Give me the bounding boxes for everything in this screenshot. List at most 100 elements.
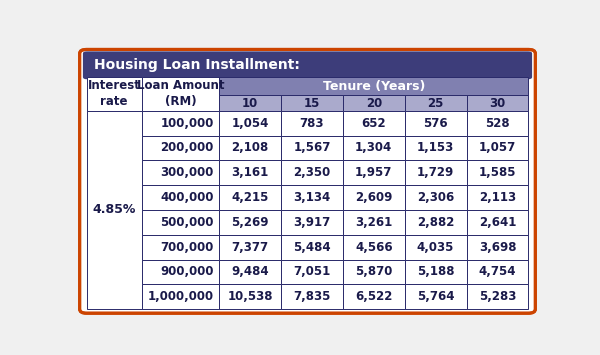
- Text: 2,350: 2,350: [293, 166, 331, 179]
- Text: 5,188: 5,188: [417, 266, 454, 278]
- Bar: [343, 185, 405, 210]
- Text: 4.85%: 4.85%: [92, 203, 136, 217]
- Text: 15: 15: [304, 97, 320, 110]
- Text: 2,882: 2,882: [417, 216, 454, 229]
- Text: 10: 10: [242, 97, 258, 110]
- Bar: [405, 185, 467, 210]
- FancyBboxPatch shape: [80, 49, 535, 313]
- Text: 3,698: 3,698: [479, 241, 516, 253]
- Bar: [405, 111, 467, 136]
- Text: Housing Loan Installment:: Housing Loan Installment:: [94, 58, 299, 72]
- Bar: [142, 284, 219, 309]
- Bar: [343, 136, 405, 160]
- Bar: [467, 235, 529, 260]
- Bar: [142, 160, 219, 185]
- Text: 2,306: 2,306: [417, 191, 454, 204]
- Text: 4,215: 4,215: [232, 191, 269, 204]
- Bar: [467, 260, 529, 284]
- Text: 200,000: 200,000: [160, 142, 214, 154]
- Bar: [219, 160, 281, 185]
- Bar: [343, 95, 405, 111]
- Text: 576: 576: [424, 117, 448, 130]
- Bar: [219, 185, 281, 210]
- Bar: [405, 235, 467, 260]
- Bar: [467, 284, 529, 309]
- Text: 5,283: 5,283: [479, 290, 516, 303]
- Bar: [86, 111, 142, 309]
- Bar: [142, 185, 219, 210]
- Text: Interest
rate: Interest rate: [88, 80, 140, 108]
- FancyBboxPatch shape: [83, 51, 532, 79]
- Text: 7,051: 7,051: [293, 266, 331, 278]
- Bar: [343, 284, 405, 309]
- Bar: [281, 136, 343, 160]
- Text: 5,870: 5,870: [355, 266, 392, 278]
- Bar: [219, 284, 281, 309]
- Bar: [219, 111, 281, 136]
- Text: 5,764: 5,764: [417, 290, 454, 303]
- Text: 1,000,000: 1,000,000: [148, 290, 214, 303]
- Text: 700,000: 700,000: [160, 241, 214, 253]
- Text: 5,484: 5,484: [293, 241, 331, 253]
- Text: 2,108: 2,108: [232, 142, 269, 154]
- Text: 1,729: 1,729: [417, 166, 454, 179]
- Text: 25: 25: [427, 97, 444, 110]
- Text: 6,522: 6,522: [355, 290, 392, 303]
- Bar: [405, 136, 467, 160]
- Text: 783: 783: [300, 117, 324, 130]
- Text: 3,917: 3,917: [293, 216, 331, 229]
- Bar: [281, 210, 343, 235]
- Bar: [343, 160, 405, 185]
- Bar: [281, 185, 343, 210]
- Bar: [219, 260, 281, 284]
- Text: 5,269: 5,269: [232, 216, 269, 229]
- Text: 4,035: 4,035: [417, 241, 454, 253]
- Text: 2,641: 2,641: [479, 216, 516, 229]
- Bar: [281, 284, 343, 309]
- Bar: [405, 95, 467, 111]
- Bar: [281, 95, 343, 111]
- Text: 400,000: 400,000: [160, 191, 214, 204]
- Text: 1,304: 1,304: [355, 142, 392, 154]
- Text: 4,754: 4,754: [479, 266, 516, 278]
- Text: 1,585: 1,585: [479, 166, 516, 179]
- Text: 3,261: 3,261: [355, 216, 392, 229]
- Bar: [467, 210, 529, 235]
- Text: 10,538: 10,538: [227, 290, 273, 303]
- Bar: [343, 260, 405, 284]
- Text: 300,000: 300,000: [160, 166, 214, 179]
- Text: 900,000: 900,000: [160, 266, 214, 278]
- Bar: [467, 136, 529, 160]
- Bar: [343, 111, 405, 136]
- Text: 1,054: 1,054: [232, 117, 269, 130]
- Text: 1,567: 1,567: [293, 142, 331, 154]
- Bar: [281, 160, 343, 185]
- Text: 7,377: 7,377: [232, 241, 269, 253]
- Bar: [142, 111, 219, 136]
- Bar: [142, 260, 219, 284]
- Text: 100,000: 100,000: [160, 117, 214, 130]
- Bar: [405, 284, 467, 309]
- Bar: [142, 77, 219, 111]
- Text: 9,484: 9,484: [232, 266, 269, 278]
- Bar: [467, 111, 529, 136]
- Text: 1,153: 1,153: [417, 142, 454, 154]
- Bar: [281, 111, 343, 136]
- Text: 3,161: 3,161: [232, 166, 269, 179]
- Text: 2,609: 2,609: [355, 191, 392, 204]
- Bar: [219, 95, 281, 111]
- Bar: [405, 260, 467, 284]
- Bar: [219, 235, 281, 260]
- Bar: [467, 95, 529, 111]
- Bar: [343, 235, 405, 260]
- Text: 20: 20: [365, 97, 382, 110]
- Bar: [467, 185, 529, 210]
- Text: 3,134: 3,134: [293, 191, 331, 204]
- Bar: [219, 77, 529, 95]
- Text: 7,835: 7,835: [293, 290, 331, 303]
- Text: 1,057: 1,057: [479, 142, 516, 154]
- Text: 652: 652: [361, 117, 386, 130]
- Bar: [281, 260, 343, 284]
- Text: 2,113: 2,113: [479, 191, 516, 204]
- Text: 528: 528: [485, 117, 510, 130]
